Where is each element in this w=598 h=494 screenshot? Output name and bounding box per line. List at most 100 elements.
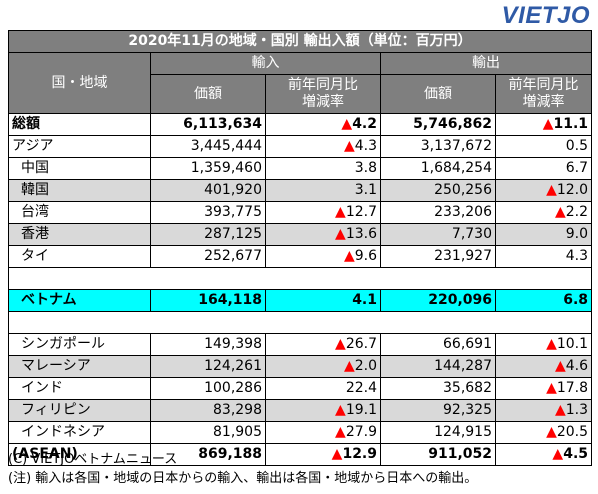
trade-table: 2020年11月の地域・国別 輸出入額（単位：百万円） 国・地域 輸入 輸出 価… xyxy=(7,30,593,466)
table-row: マレーシア 124,261 ▲2.0 144,287 ▲4.6 xyxy=(8,355,593,378)
decrease-triangle-icon: ▲ xyxy=(554,402,566,418)
import-yoy-cell: ▲2.0 xyxy=(265,355,381,378)
import-yoy-cell: ▲26.7 xyxy=(265,333,381,356)
import-yoy-cell: ▲4.2 xyxy=(265,113,381,136)
import-value-cell: 83,298 xyxy=(150,399,266,422)
import-yoy-cell: 3.1 xyxy=(265,179,381,202)
region-name-cell: アジア xyxy=(8,135,151,158)
region-name-cell: シンガポール xyxy=(8,333,151,356)
import-value-cell: 164,118 xyxy=(150,289,266,312)
table-row: アジア 3,445,444 ▲4.3 3,137,672 0.5 xyxy=(8,135,593,158)
export-yoy-cell: 6.7 xyxy=(494,157,593,180)
export-yoy-cell: ▲17.8 xyxy=(494,377,593,400)
decrease-triangle-icon: ▲ xyxy=(335,204,346,220)
export-yoy-cell: ▲1.3 xyxy=(494,399,593,422)
table-row: フィリピン 83,298 ▲19.1 92,325 ▲1.3 xyxy=(8,399,593,422)
row-gap xyxy=(7,267,593,290)
decrease-triangle-icon: ▲ xyxy=(546,182,557,198)
import-yoy-header: 前年同月比 増減率 xyxy=(265,74,381,114)
import-value-cell: 6,113,634 xyxy=(150,113,266,136)
import-yoy-cell: 3.8 xyxy=(265,157,381,180)
vietjo-logo: VIETJO xyxy=(501,2,590,29)
table-row: インド 100,286 22.4 35,682 ▲17.8 xyxy=(8,377,593,400)
row-header: 国・地域 xyxy=(8,52,151,114)
table-row: 中国 1,359,460 3.8 1,684,254 6.7 xyxy=(8,157,593,180)
table-title: 2020年11月の地域・国別 輸出入額（単位：百万円） xyxy=(7,30,593,53)
import-value-cell: 81,905 xyxy=(150,421,266,444)
export-value-cell: 231,927 xyxy=(380,245,496,268)
export-yoy-cell: 9.0 xyxy=(494,223,593,246)
region-name-cell: フィリピン xyxy=(8,399,151,422)
table-row: ベトナム 164,118 4.1 220,096 6.8 xyxy=(8,289,593,312)
export-yoy-cell: ▲11.1 xyxy=(494,113,593,136)
import-value-cell: 124,261 xyxy=(150,355,266,378)
region-name-cell: (ASEAN) xyxy=(8,443,151,466)
import-value-cell: 100,286 xyxy=(150,377,266,400)
export-yoy-cell: 4.3 xyxy=(494,245,593,268)
import-yoy-cell: ▲27.9 xyxy=(265,421,381,444)
decrease-triangle-icon: ▲ xyxy=(554,358,566,374)
decrease-triangle-icon: ▲ xyxy=(331,446,343,462)
decrease-triangle-icon: ▲ xyxy=(335,226,346,242)
export-value-cell: 1,684,254 xyxy=(380,157,496,180)
export-yoy-cell: ▲10.1 xyxy=(494,333,593,356)
import-yoy-cell: ▲9.6 xyxy=(265,245,381,268)
export-value-cell: 250,256 xyxy=(380,179,496,202)
region-name-cell: タイ xyxy=(8,245,151,268)
export-header: 輸出 xyxy=(379,52,593,75)
table-row: 台湾 393,775 ▲12.7 233,206 ▲2.2 xyxy=(8,201,593,224)
table-row: インドネシア 81,905 ▲27.9 124,915 ▲20.5 xyxy=(8,421,593,444)
export-value-cell: 35,682 xyxy=(380,377,496,400)
export-value-cell: 5,746,862 xyxy=(380,113,496,136)
table-body: 総額 6,113,634 ▲4.2 5,746,862 ▲11.1 アジア 3,445,44… xyxy=(7,113,593,466)
import-header: 輸入 xyxy=(150,52,381,75)
decrease-triangle-icon: ▲ xyxy=(335,336,346,352)
export-yoy-cell: ▲4.5 xyxy=(494,443,593,466)
import-yoy-cell: 4.1 xyxy=(265,289,381,312)
export-value-cell: 911,052 xyxy=(380,443,496,466)
footnote: (注) 輸入は各国・地域の日本からの輸入、輸出は各国・地域から日本への輸出。 xyxy=(8,471,478,486)
export-yoy-cell: 0.5 xyxy=(494,135,593,158)
table-row: 総額 6,113,634 ▲4.2 5,746,862 ▲11.1 xyxy=(8,113,593,136)
export-yoy-cell: ▲12.0 xyxy=(494,179,593,202)
table-row: (ASEAN) 869,188 ▲12.9 911,052 ▲4.5 xyxy=(8,443,593,466)
row-gap xyxy=(7,311,593,334)
table-row: シンガポール 149,398 ▲26.7 66,691 ▲10.1 xyxy=(8,333,593,356)
import-value-cell: 401,920 xyxy=(150,179,266,202)
import-value-header: 価額 xyxy=(150,74,266,114)
export-value-cell: 144,287 xyxy=(380,355,496,378)
import-value-cell: 287,125 xyxy=(150,223,266,246)
region-name-cell: 中国 xyxy=(8,157,151,180)
decrease-triangle-icon: ▲ xyxy=(343,248,355,264)
export-value-cell: 3,137,672 xyxy=(380,135,496,158)
import-yoy-cell: 22.4 xyxy=(265,377,381,400)
import-value-cell: 252,677 xyxy=(150,245,266,268)
export-yoy-header: 前年同月比 増減率 xyxy=(494,74,593,114)
decrease-triangle-icon: ▲ xyxy=(343,138,355,154)
region-name-cell: マレーシア xyxy=(8,355,151,378)
import-yoy-cell: ▲19.1 xyxy=(265,399,381,422)
decrease-triangle-icon: ▲ xyxy=(546,424,557,440)
region-name-cell: 香港 xyxy=(8,223,151,246)
decrease-triangle-icon: ▲ xyxy=(335,424,346,440)
decrease-triangle-icon: ▲ xyxy=(546,336,557,352)
region-name-cell: インドネシア xyxy=(8,421,151,444)
import-yoy-cell: ▲13.6 xyxy=(265,223,381,246)
region-name-cell: 総額 xyxy=(8,113,151,136)
export-value-cell: 66,691 xyxy=(380,333,496,356)
export-yoy-cell: 6.8 xyxy=(494,289,593,312)
export-value-cell: 220,096 xyxy=(380,289,496,312)
region-name-cell: ベトナム xyxy=(8,289,151,312)
import-yoy-cell: ▲12.9 xyxy=(265,443,381,466)
export-yoy-cell: ▲2.2 xyxy=(494,201,593,224)
import-value-cell: 393,775 xyxy=(150,201,266,224)
source-credit: (C) VIETJOベトナムニュース xyxy=(8,452,178,467)
decrease-triangle-icon: ▲ xyxy=(335,402,346,418)
export-yoy-cell: ▲20.5 xyxy=(494,421,593,444)
region-name-cell: 韓国 xyxy=(8,179,151,202)
export-value-cell: 92,325 xyxy=(380,399,496,422)
decrease-triangle-icon: ▲ xyxy=(546,380,557,396)
export-value-cell: 7,730 xyxy=(380,223,496,246)
table-row: 韓国 401,920 3.1 250,256 ▲12.0 xyxy=(8,179,593,202)
decrease-triangle-icon: ▲ xyxy=(343,358,355,374)
